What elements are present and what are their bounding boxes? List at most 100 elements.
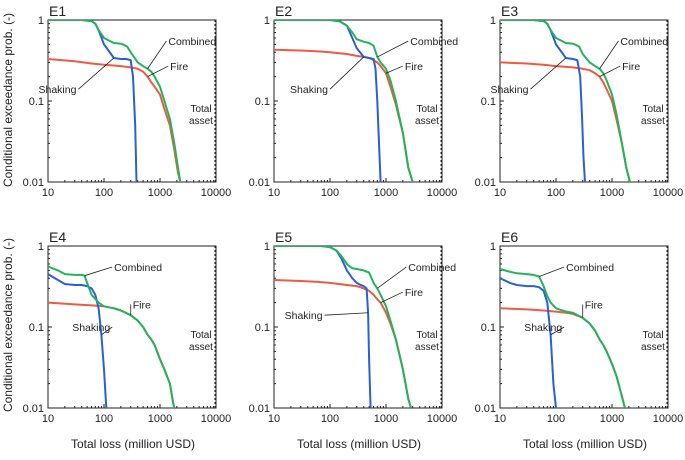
panel-2-ytick-label: 0.01 (249, 177, 270, 189)
panel-2-leader-fire (385, 65, 404, 74)
panel-6-xtick-label: 10 (494, 413, 506, 425)
panel-3-label-shaking: Shaking (491, 84, 529, 96)
panel-3-label-combined: Combined (620, 36, 668, 48)
panel-4-ytick-label: 0.01 (23, 403, 44, 415)
panel-1-label-shaking: Shaking (39, 84, 77, 96)
panel-3-leader-fire (599, 65, 621, 77)
x-axis-label-col3: Total loss (million USD) (523, 437, 647, 451)
panel-2-xtick-label: 100 (321, 187, 339, 199)
panel-3-total-asset-label: Total (642, 104, 663, 115)
panel-2-xtick-label: 10000 (427, 187, 458, 199)
panel-5-label-shaking: Shaking (285, 310, 323, 322)
panel-6-xtick-label: 100 (547, 413, 565, 425)
panel-5-total-asset-label: Total (416, 330, 437, 341)
panel-1-series-fire (48, 58, 182, 182)
panel-3-leader-combined (599, 40, 619, 69)
panel-1-label-combined: Combined (168, 36, 216, 48)
panel-3-label-fire: Fire (622, 61, 640, 73)
panel-3-series-combined (500, 20, 631, 182)
panel-4-leader-shaking (101, 326, 113, 336)
panel-6-xtick-label: 1000 (600, 413, 624, 425)
panel-6-label-combined: Combined (566, 262, 614, 274)
panel-1-xtick-label: 100 (95, 187, 113, 199)
panel-5-title: E5 (275, 229, 292, 245)
panel-3-ytick-label: 0.1 (481, 96, 496, 108)
panel-1-leader-combined (147, 40, 167, 69)
panel-1-total-asset-label: asset (189, 116, 213, 127)
panel-1-leader-shaking (78, 57, 115, 90)
panel-1-xtick-label: 1000 (148, 187, 172, 199)
panel-4-title: E4 (49, 229, 66, 245)
panel-2-ytick-label: 1 (264, 15, 270, 27)
panel-2-label-fire: Fire (405, 61, 423, 73)
panel-6-total-asset-label: asset (641, 342, 665, 353)
panel-1-ytick-label: 1 (38, 15, 44, 27)
panel-1-xtick-label: 10 (42, 187, 54, 199)
panel-2-title: E2 (275, 3, 292, 19)
panel-6-series-fire (500, 307, 626, 408)
panel-6-label-shaking: Shaking (524, 322, 562, 334)
panel-3-total-asset-label: asset (641, 116, 665, 127)
panel-4-series-shaking (48, 273, 108, 408)
panel-6-ytick-label: 1 (490, 241, 496, 253)
panel-2-ytick-label: 0.1 (255, 96, 270, 108)
panel-1-series-combined (48, 20, 182, 182)
panel-5-series-combined (274, 246, 412, 408)
panel-3-ytick-label: 1 (490, 15, 496, 27)
panel-1-title: E1 (49, 3, 66, 19)
panel-6-total-asset-label: Total (642, 330, 663, 341)
panel-2-label-combined: Combined (410, 36, 458, 48)
panel-4-xtick-label: 10000 (201, 413, 232, 425)
panel-6-label-fire: Fire (585, 299, 603, 311)
panel-4-ytick-label: 1 (38, 241, 44, 253)
panel-4-xtick-label: 1000 (148, 413, 172, 425)
panel-6-series-combined (500, 268, 626, 408)
panel-5-xtick-label: 100 (321, 413, 339, 425)
panel-2-series-fire (274, 48, 414, 182)
panel-5-label-combined: Combined (408, 262, 456, 274)
panel-1-ytick-label: 0.01 (23, 177, 44, 189)
panel-6-ytick-label: 0.01 (475, 403, 496, 415)
panel-3-leader-shaking (530, 57, 567, 90)
panel-2-xtick-label: 10 (268, 187, 280, 199)
panel-5-series-fire (274, 279, 412, 408)
panel-2-label-shaking: Shaking (290, 84, 328, 96)
panel-6-title: E6 (501, 229, 518, 245)
panel-1-ytick-label: 0.1 (29, 96, 44, 108)
panel-2-leader-shaking (329, 56, 364, 90)
panel-1-leader-fire (147, 65, 169, 77)
panel-2-total-asset-label: Total (416, 104, 437, 115)
panel-4-label-shaking: Shaking (72, 322, 110, 334)
panel-3-xtick-label: 10 (494, 187, 506, 199)
panel-1-label-fire: Fire (170, 61, 188, 73)
panel-1-xtick-label: 10000 (201, 187, 232, 199)
panel-5-ytick-label: 0.1 (255, 322, 270, 334)
panel-4-series-fire (48, 301, 176, 408)
panel-5-label-fire: Fire (405, 287, 423, 299)
panel-4-series-combined (48, 265, 176, 408)
panel-5-xtick-label: 1000 (374, 413, 398, 425)
panel-2-series-combined (274, 20, 414, 182)
panel-6-ytick-label: 0.1 (481, 322, 496, 334)
panel-3-xtick-label: 10000 (653, 187, 684, 199)
panel-5-series-shaking (274, 246, 372, 408)
panel-3-title: E3 (501, 3, 518, 19)
panel-4-total-asset-label: Total (190, 330, 211, 341)
panel-5-ytick-label: 1 (264, 241, 270, 253)
panel-5-leader-combined (377, 266, 407, 289)
panel-2-leader-combined (377, 40, 409, 58)
panel-6-leader-combined (539, 266, 565, 277)
panel-2-total-asset-label: asset (415, 116, 439, 127)
x-axis-label-col1: Total loss (million USD) (71, 437, 195, 451)
panel-2-series-shaking (274, 20, 382, 182)
panel-3-xtick-label: 100 (547, 187, 565, 199)
panel-2-xtick-label: 1000 (374, 187, 398, 199)
y-axis-label-top: Conditional exceedance prob. (-) (1, 13, 15, 187)
